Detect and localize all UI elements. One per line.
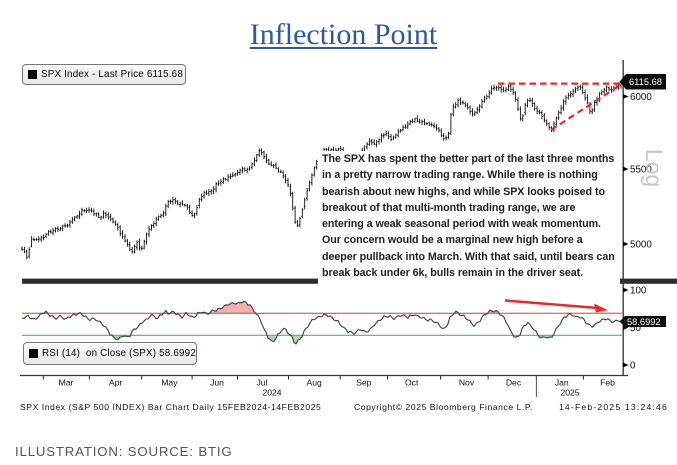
svg-text:6000: 6000 xyxy=(630,92,652,103)
svg-text:Sep: Sep xyxy=(356,378,372,388)
svg-text:58.6992: 58.6992 xyxy=(627,317,661,327)
svg-text:2025: 2025 xyxy=(560,388,579,398)
svg-text:Apr: Apr xyxy=(109,378,123,388)
svg-text:50: 50 xyxy=(630,323,641,334)
svg-text:Jun: Jun xyxy=(210,378,224,388)
svg-text:5500: 5500 xyxy=(630,164,652,175)
svg-text:Dec: Dec xyxy=(506,378,522,388)
svg-text:Jan: Jan xyxy=(555,378,569,388)
svg-text:2024: 2024 xyxy=(262,388,281,398)
svg-text:5000: 5000 xyxy=(630,239,652,250)
svg-text:May: May xyxy=(161,378,178,388)
svg-text:Aug: Aug xyxy=(307,378,323,388)
svg-text:Copyright© 2025 Bloomberg Fina: Copyright© 2025 Bloomberg Finance L.P. xyxy=(354,402,533,412)
svg-text:100: 100 xyxy=(630,285,647,296)
svg-text:SPX Index (S&P 500 INDEX) Bar: SPX Index (S&P 500 INDEX) Bar Chart Dail… xyxy=(20,402,321,412)
svg-text:6115.68: 6115.68 xyxy=(629,77,662,87)
svg-text:14-Feb-2025 13:24:46: 14-Feb-2025 13:24:46 xyxy=(559,402,668,412)
svg-text:Oct: Oct xyxy=(405,378,419,388)
svg-text:Nov: Nov xyxy=(459,378,475,388)
svg-text:Mar: Mar xyxy=(59,378,74,388)
svg-text:Feb: Feb xyxy=(600,378,615,388)
svg-text:Jul: Jul xyxy=(257,378,268,388)
svg-text:0: 0 xyxy=(630,360,636,371)
svg-text:Log: Log xyxy=(641,149,667,187)
